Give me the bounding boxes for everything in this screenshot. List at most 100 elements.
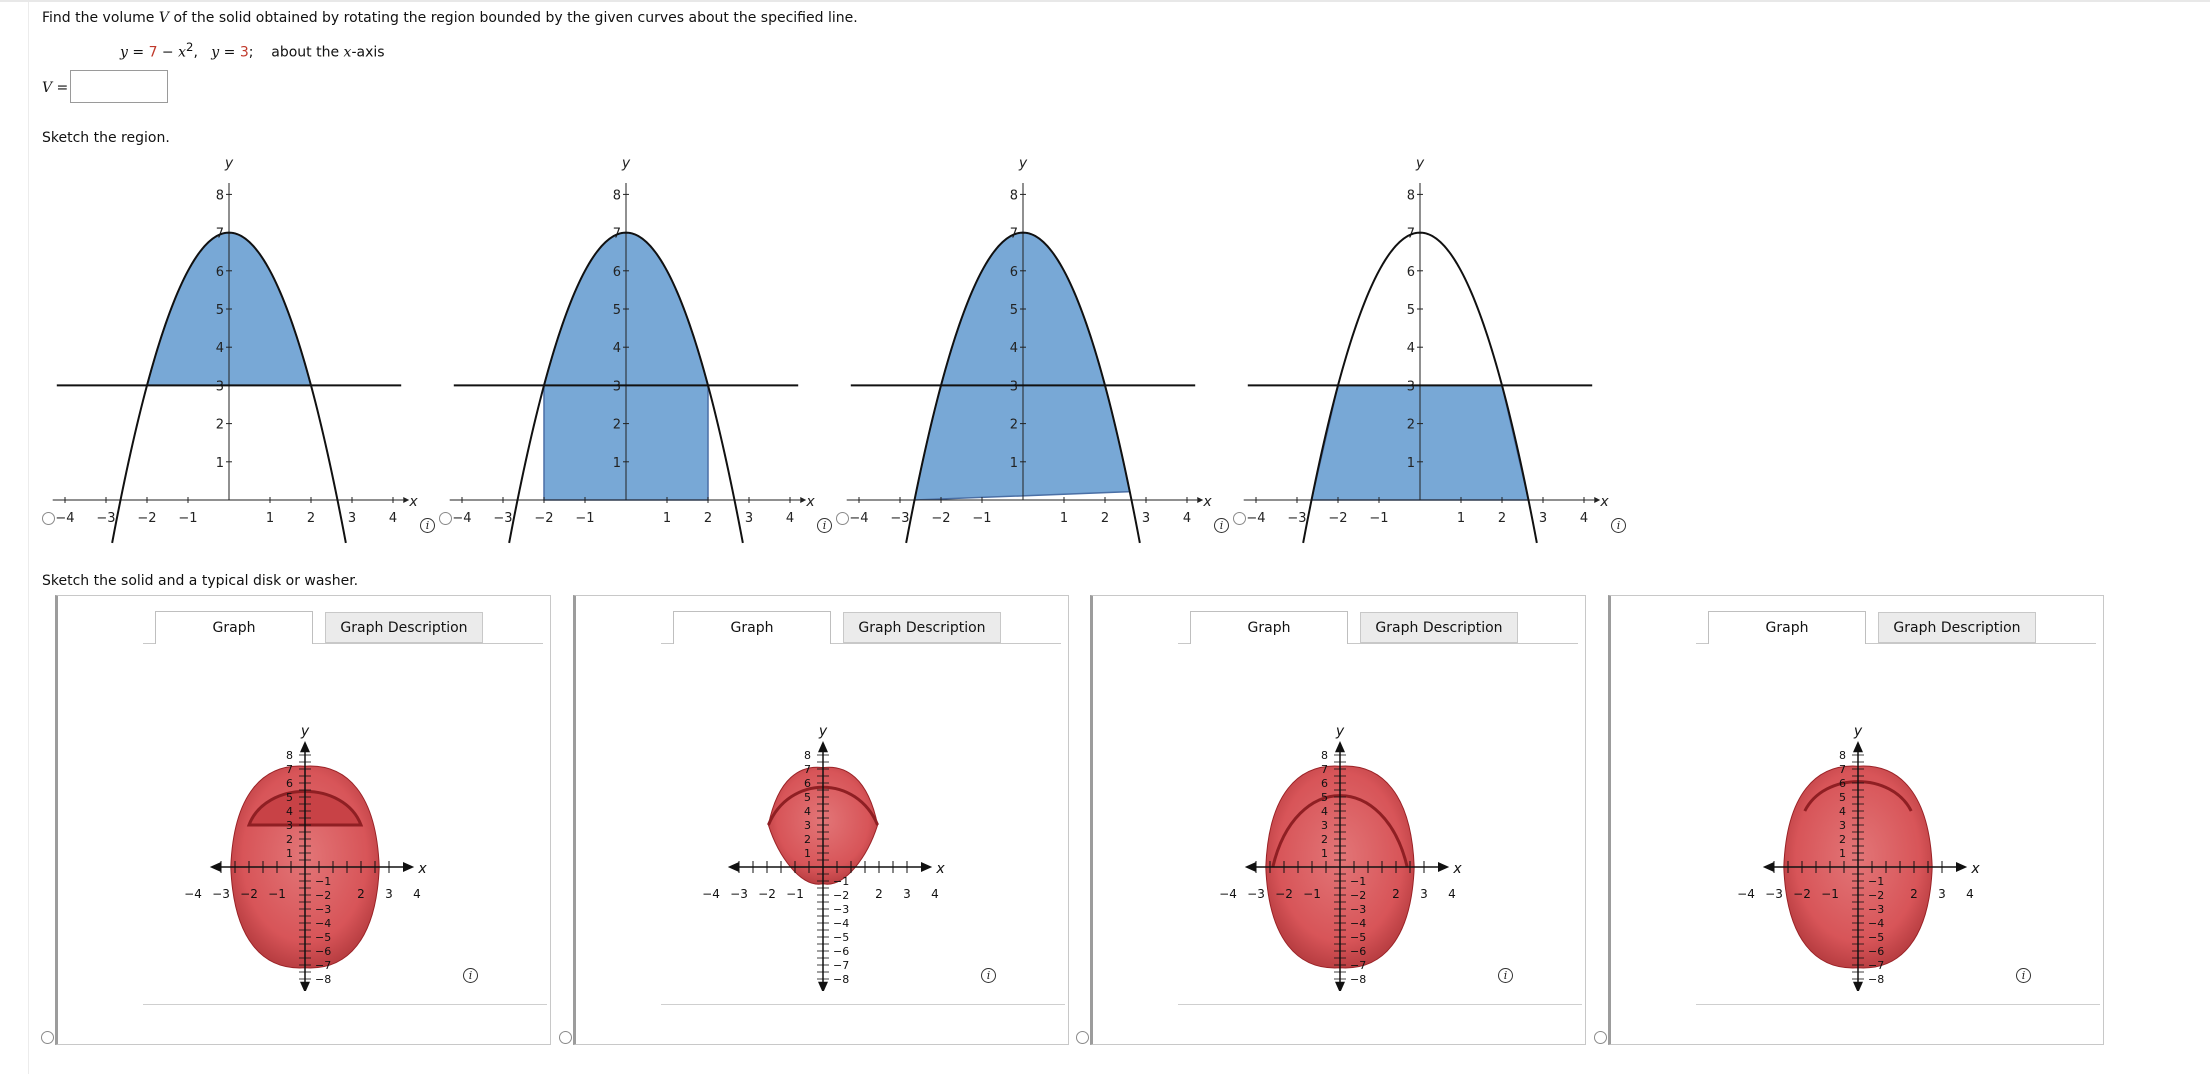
y-tick-label: 1 — [1010, 456, 1018, 471]
y-tick-label: 3 — [286, 819, 293, 832]
x-tick-label: 2 — [1101, 511, 1109, 526]
info-icon[interactable]: i — [981, 968, 996, 983]
info-icon[interactable]: i — [2016, 968, 2031, 983]
tab-graph[interactable]: Graph — [1708, 611, 1866, 644]
info-icon[interactable]: i — [1214, 518, 1229, 533]
y-axis-arrow-up — [1853, 741, 1863, 753]
x-tick-label: −1 — [786, 887, 804, 901]
y-tick-label: 5 — [216, 303, 224, 318]
tab-graph[interactable]: Graph — [1190, 611, 1348, 644]
x-tick-label: 4 — [786, 511, 794, 526]
y-axis-arrow-up — [1335, 741, 1345, 753]
x-tick-label: 1 — [1060, 511, 1068, 526]
region-option-radio-3[interactable] — [836, 512, 849, 525]
info-icon[interactable]: i — [463, 968, 478, 983]
y-tick-label: 4 — [804, 805, 811, 818]
y-tick-label: −7 — [833, 959, 849, 972]
parabola-curve — [111, 231, 347, 544]
x-tick-label: 3 — [348, 511, 356, 526]
solid-option-radio-1[interactable] — [41, 1031, 54, 1044]
y-tick-label: −5 — [315, 931, 331, 944]
y-tick-label: 5 — [1321, 791, 1328, 804]
x-axis-arrow-right — [921, 862, 933, 872]
volume-input[interactable] — [70, 70, 168, 103]
x-tick-label: −3 — [1765, 887, 1783, 901]
y-tick-label: 7 — [1321, 763, 1328, 776]
y-tick-label: 5 — [1839, 791, 1846, 804]
x-axis-label: x — [1599, 494, 1609, 510]
y-tick-label: 3 — [613, 379, 621, 394]
y-tick-label: −2 — [1868, 889, 1884, 902]
y-tick-label: −6 — [1868, 945, 1884, 958]
y-tick-label: −5 — [1868, 931, 1884, 944]
y-tick-label: −3 — [833, 903, 849, 916]
x-tick-label: −1 — [268, 887, 286, 901]
y-axis-label: y — [1853, 723, 1863, 739]
y-tick-label: 4 — [1321, 805, 1328, 818]
y-tick-label: −8 — [315, 973, 331, 986]
x-tick-label: −4 — [452, 511, 471, 526]
y-tick-label: −6 — [315, 945, 331, 958]
x-tick-label: 4 — [389, 511, 397, 526]
y-axis-label: y — [818, 723, 828, 739]
solid-section-title: Sketch the solid and a typical disk or w… — [42, 573, 359, 589]
info-icon[interactable]: i — [420, 518, 435, 533]
x-tick-label: −2 — [534, 511, 553, 526]
y-tick-label: 2 — [804, 833, 811, 846]
y-tick-label: 8 — [1839, 749, 1846, 762]
tab-graph-description[interactable]: Graph Description — [1360, 612, 1518, 643]
y-tick-label: −7 — [315, 959, 331, 972]
y-tick-label: −4 — [315, 917, 331, 930]
y-tick-label: 3 — [804, 819, 811, 832]
panel-bottom-line — [1696, 1004, 2100, 1005]
x-tick-label: −3 — [1287, 511, 1306, 526]
region-option-radio-1[interactable] — [42, 512, 55, 525]
info-icon[interactable]: i — [1611, 518, 1626, 533]
x-axis-label: x — [1452, 861, 1462, 877]
tab-graph-description[interactable]: Graph Description — [843, 612, 1001, 643]
tab-graph-description[interactable]: Graph Description — [1878, 612, 2036, 643]
y-tick-label: −6 — [833, 945, 849, 958]
y-tick-label: −4 — [1350, 917, 1366, 930]
y-tick-label: 3 — [216, 379, 224, 394]
y-axis-label: y — [300, 723, 310, 739]
tab-graph-description[interactable]: Graph Description — [325, 612, 483, 643]
info-icon[interactable]: i — [817, 518, 832, 533]
y-tick-label: 6 — [216, 265, 224, 280]
x-tick-label: −4 — [702, 887, 720, 901]
tab-graph[interactable]: Graph — [673, 611, 831, 644]
y-tick-label: 6 — [1407, 265, 1415, 280]
y-tick-label: 4 — [216, 341, 224, 356]
x-tick-label: 4 — [1580, 511, 1588, 526]
y-tick-label: 1 — [1407, 456, 1415, 471]
x-axis-arrow-left — [1762, 862, 1774, 872]
y-axis-label: y — [1335, 723, 1345, 739]
tab-divider — [143, 643, 543, 644]
solid-option-radio-3[interactable] — [1076, 1031, 1089, 1044]
x-tick-label: 4 — [1966, 887, 1974, 901]
y-tick-label: −8 — [1350, 973, 1366, 986]
solid-option-radio-2[interactable] — [559, 1031, 572, 1044]
info-icon[interactable]: i — [1498, 968, 1513, 983]
y-tick-label: 6 — [613, 265, 621, 280]
y-tick-label: 5 — [613, 303, 621, 318]
region-option-radio-4[interactable] — [1233, 512, 1246, 525]
x-tick-label: −2 — [1275, 887, 1293, 901]
y-tick-label: 7 — [286, 763, 293, 776]
panel-bottom-line — [1178, 1004, 1582, 1005]
x-tick-label: 4 — [931, 887, 939, 901]
solid-option-radio-4[interactable] — [1594, 1031, 1607, 1044]
x-axis-label: x — [417, 861, 427, 877]
y-tick-label: −1 — [833, 875, 849, 888]
y-tick-label: −2 — [833, 889, 849, 902]
tab-graph[interactable]: Graph — [155, 611, 313, 644]
y-tick-label: 6 — [1010, 265, 1018, 280]
y-axis-label: y — [1018, 156, 1028, 172]
x-axis-label: x — [1202, 494, 1212, 510]
region-option-radio-2[interactable] — [439, 512, 452, 525]
y-tick-label: 3 — [1010, 379, 1018, 394]
y-tick-label: −3 — [315, 903, 331, 916]
